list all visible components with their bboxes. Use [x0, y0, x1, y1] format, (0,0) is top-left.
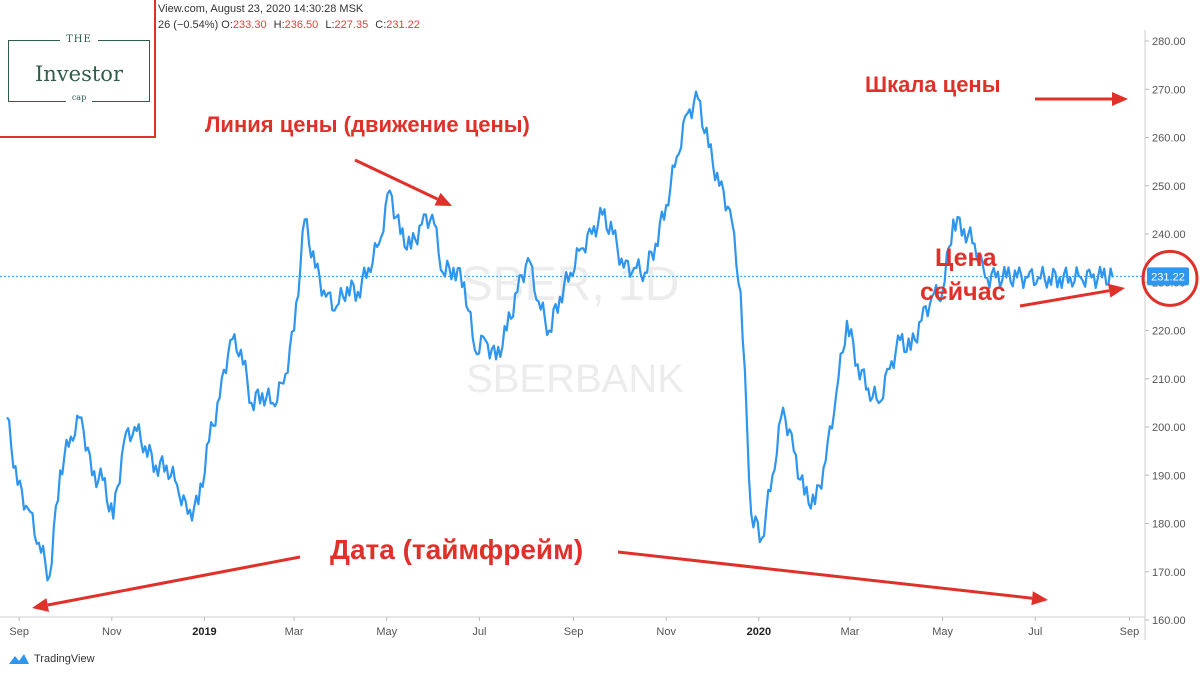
arrow-to-date-right-head [1031, 591, 1048, 606]
annotation-date-timeframe: Дата (таймфрейм) [330, 534, 584, 565]
y-tick-label: 250.00 [1152, 181, 1186, 193]
high-value: 236.50 [284, 19, 319, 31]
x-tick-label: Sep [1120, 626, 1140, 638]
x-tick-label: May [376, 626, 397, 638]
y-tick-label: 180.00 [1152, 519, 1186, 531]
x-tick-label: 2019 [192, 626, 216, 638]
annotation-current-price-1: Цена [935, 244, 997, 272]
annotation-current-price-2: сейчас [920, 278, 1006, 306]
x-tick-label: Jul [472, 626, 486, 638]
x-tick-label: Sep [9, 626, 29, 638]
current-price-tag-label: 231.22 [1151, 271, 1185, 283]
tradingview-logo-icon [9, 654, 29, 664]
ohlc-line: 26 (−0.54%) O:233.30 H:236.50 L:227.35 C… [158, 19, 424, 31]
x-tick-label: Jul [1028, 626, 1042, 638]
logo-frame: THE Investor cap [8, 34, 150, 102]
logo-the: THE [60, 34, 98, 45]
y-tick-label: 170.00 [1152, 567, 1186, 579]
change-value: 26 (−0.54%) [158, 19, 219, 31]
logo-name: Investor [34, 62, 123, 86]
open-label: O: [221, 19, 233, 31]
arrow-to-price-line-head [434, 192, 452, 206]
investor-cap-logo: THE Investor cap [0, 0, 156, 138]
arrow-to-date-left-head [32, 598, 50, 612]
y-tick-label: 270.00 [1152, 84, 1186, 96]
low-label: L: [325, 19, 335, 31]
y-tick-label: 260.00 [1152, 133, 1186, 145]
y-tick-label: 210.00 [1152, 374, 1186, 386]
x-tick-label: Mar [840, 626, 859, 638]
arrow-to-price-scale-head [1112, 92, 1128, 106]
current-price-tag [1147, 267, 1189, 286]
logo-cap: cap [65, 93, 93, 102]
arrow-to-current-price-head [1108, 283, 1125, 298]
high-label: H: [273, 19, 285, 31]
close-value: 231.22 [386, 19, 420, 31]
y-tick-label: 220.00 [1152, 326, 1186, 338]
tradingview-footer[interactable]: TradingView [8, 652, 95, 666]
x-tick-label: Nov [102, 626, 122, 638]
tradingview-brand: TradingView [34, 653, 95, 665]
annotation-price-line: Линия цены (движение цены) [205, 112, 530, 137]
chart-source-line: View.com, August 23, 2020 14:30:28 MSK [158, 3, 364, 15]
arrow-to-current-price [1019, 289, 1110, 308]
close-label: C: [375, 19, 387, 31]
watermark-ticker: SBER, 1D [461, 258, 680, 311]
y-tick-label: 160.00 [1152, 615, 1186, 627]
x-tick-label: Nov [656, 626, 676, 638]
arrow-to-price-line [354, 158, 439, 201]
y-tick-label: 190.00 [1152, 470, 1186, 482]
watermark-name: SBERBANK [466, 357, 684, 401]
y-tick-label: 240.00 [1152, 229, 1186, 241]
open-value: 233.30 [232, 19, 267, 31]
current-price-circle [1141, 249, 1199, 307]
y-tick-label: 200.00 [1152, 422, 1186, 434]
arrow-to-date-left [47, 555, 301, 607]
x-tick-label: Mar [285, 626, 304, 638]
low-value: 227.35 [334, 19, 369, 31]
x-tick-label: 2020 [747, 626, 771, 638]
x-tick-label: May [932, 626, 953, 638]
x-tick-label: Sep [564, 626, 584, 638]
y-tick-label: 280.00 [1152, 36, 1186, 48]
price-series-line [6, 90, 1114, 582]
annotation-price-scale: Шкала цены [865, 72, 1001, 97]
arrow-to-date-right [617, 550, 1033, 600]
